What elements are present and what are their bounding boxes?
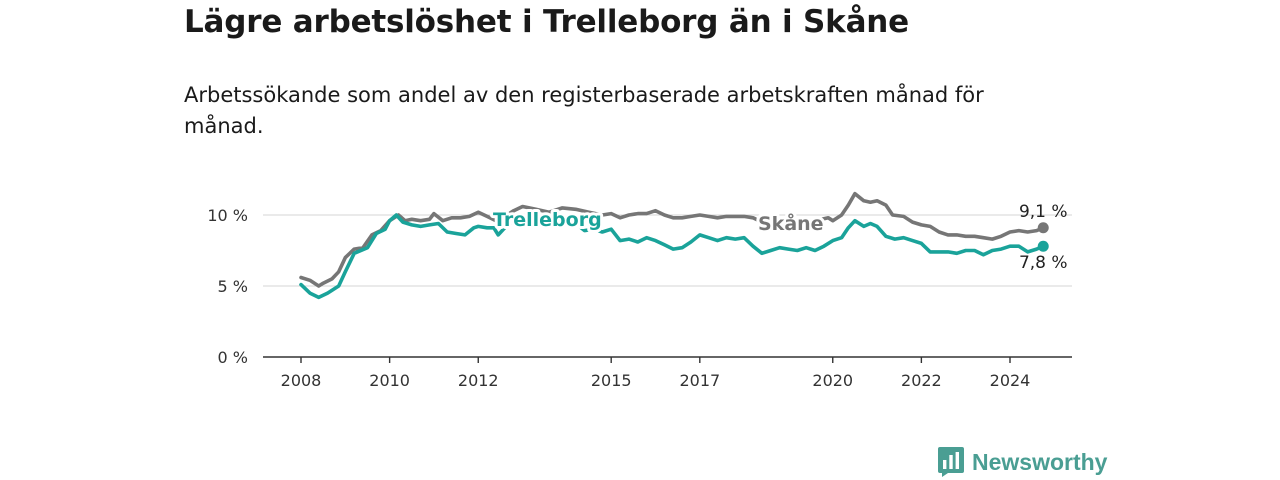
endpoint-skne xyxy=(1037,222,1049,234)
x-tick-label: 2022 xyxy=(901,371,942,390)
x-tick-label: 2015 xyxy=(591,371,632,390)
y-tick-label: 5 % xyxy=(218,277,248,296)
x-tick-label: 2017 xyxy=(679,371,720,390)
x-tick-label: 2012 xyxy=(458,371,499,390)
end-value-skne: 9,1 % xyxy=(1019,202,1068,222)
x-tick-label: 2010 xyxy=(369,371,410,390)
y-axis-labels: 0 % 5 % 10 % xyxy=(207,206,248,367)
series-label-trelleborg: Trelleborg xyxy=(493,209,602,231)
chart-title: Lägre arbetslöshet i Trelleborg än i Skå… xyxy=(184,4,910,40)
brand-name: Newsworthy xyxy=(972,448,1108,475)
x-tick-label: 2020 xyxy=(812,371,853,390)
series-labels: 9,1 % Skåne 7,8 % Trelleborg xyxy=(490,202,1068,273)
bar-chart-icon xyxy=(938,447,964,477)
x-axis: 2008 2010 2012 2015 2017 2020 2022 2024 xyxy=(263,356,1072,390)
line-trelleborg xyxy=(299,213,1045,300)
y-tick-label: 0 % xyxy=(218,348,248,367)
series-label-skne: Skåne xyxy=(758,211,824,235)
y-tick-label: 10 % xyxy=(207,206,248,225)
chart-subtitle: Arbetssökande som andel av den registerb… xyxy=(184,83,984,138)
end-value-trelleborg: 7,8 % xyxy=(1019,253,1068,273)
series-lines xyxy=(299,191,1049,300)
x-tick-label: 2008 xyxy=(281,371,322,390)
line-skne xyxy=(299,191,1045,288)
endpoint-trelleborg xyxy=(1037,240,1049,252)
x-tick-label: 2024 xyxy=(990,371,1031,390)
newsworthy-logo: Newsworthy xyxy=(937,446,1107,478)
